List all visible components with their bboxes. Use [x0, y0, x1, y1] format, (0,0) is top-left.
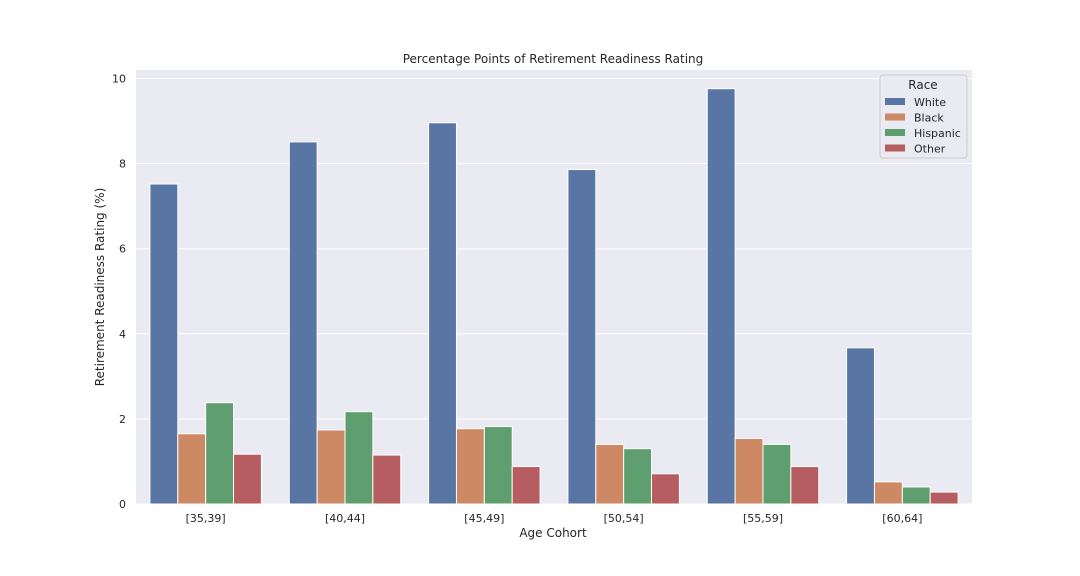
y-tick-label: 2: [119, 413, 126, 426]
y-tick-label: 8: [119, 158, 126, 171]
x-tick-labels: [35,39] [40,44] [45,49] [50,54] [55,59] [60,6…: [186, 512, 923, 525]
bar-hispanic-1: [344, 411, 374, 505]
legend-label-hispanic: Hispanic: [914, 127, 961, 140]
bar-black-5: [873, 481, 903, 505]
legend-title: Race: [908, 78, 937, 92]
x-tick-label: [40,44]: [325, 512, 365, 525]
legend-swatch-other: [885, 144, 905, 152]
x-tick-label: [35,39]: [186, 512, 226, 525]
bar-black-3: [595, 443, 625, 505]
legend-swatch-white: [885, 98, 905, 105]
gridlines: [136, 78, 972, 505]
bar-other-0: [233, 453, 262, 505]
x-tick-label: [45,49]: [464, 512, 504, 525]
legend: Race White Black Hispanic Other: [879, 74, 968, 159]
x-tick-label: [55,59]: [743, 512, 783, 525]
bar-hispanic-0: [205, 402, 235, 505]
chart-title: Percentage Points of Retirement Readines…: [403, 52, 704, 66]
y-tick-label: 0: [119, 498, 126, 511]
bars: [149, 88, 959, 505]
bar-white-2: [428, 122, 457, 505]
bar-other-1: [372, 454, 402, 505]
bar-black-2: [455, 428, 485, 505]
y-tick-label: 4: [119, 328, 126, 341]
plot-background: [136, 70, 972, 504]
legend-label-white: White: [914, 96, 946, 109]
y-tick-labels: 0 2 4 6 8 10: [112, 73, 126, 511]
bar-other-4: [790, 466, 820, 505]
legend-label-other: Other: [914, 143, 946, 156]
bar-white-3: [567, 169, 597, 505]
y-tick-label: 10: [112, 73, 126, 86]
x-tick-label: [60,64]: [882, 512, 922, 525]
bar-white-1: [288, 141, 318, 505]
bar-black-1: [316, 429, 346, 505]
legend-box: [879, 74, 968, 159]
bar-other-3: [651, 473, 680, 505]
bar-black-0: [177, 433, 207, 505]
x-tick-label: [50,54]: [604, 512, 644, 525]
bar-white-5: [846, 347, 875, 505]
legend-label-black: Black: [914, 112, 944, 125]
bar-white-0: [149, 183, 179, 505]
x-axis-label: Age Cohort: [519, 526, 587, 540]
bar-white-4: [706, 88, 736, 505]
bar-black-4: [734, 437, 764, 505]
y-axis-label: Retirement Readiness Rating (%): [93, 188, 107, 387]
y-tick-label: 6: [119, 243, 126, 256]
bar-other-2: [511, 466, 541, 505]
bar-hispanic-2: [483, 426, 513, 505]
legend-swatch-hispanic: [885, 129, 905, 136]
legend-swatch-black: [885, 113, 905, 121]
bar-hispanic-3: [623, 448, 653, 505]
bar-other-5: [929, 491, 959, 505]
bar-hispanic-4: [762, 443, 792, 505]
bar-hispanic-5: [901, 486, 931, 505]
